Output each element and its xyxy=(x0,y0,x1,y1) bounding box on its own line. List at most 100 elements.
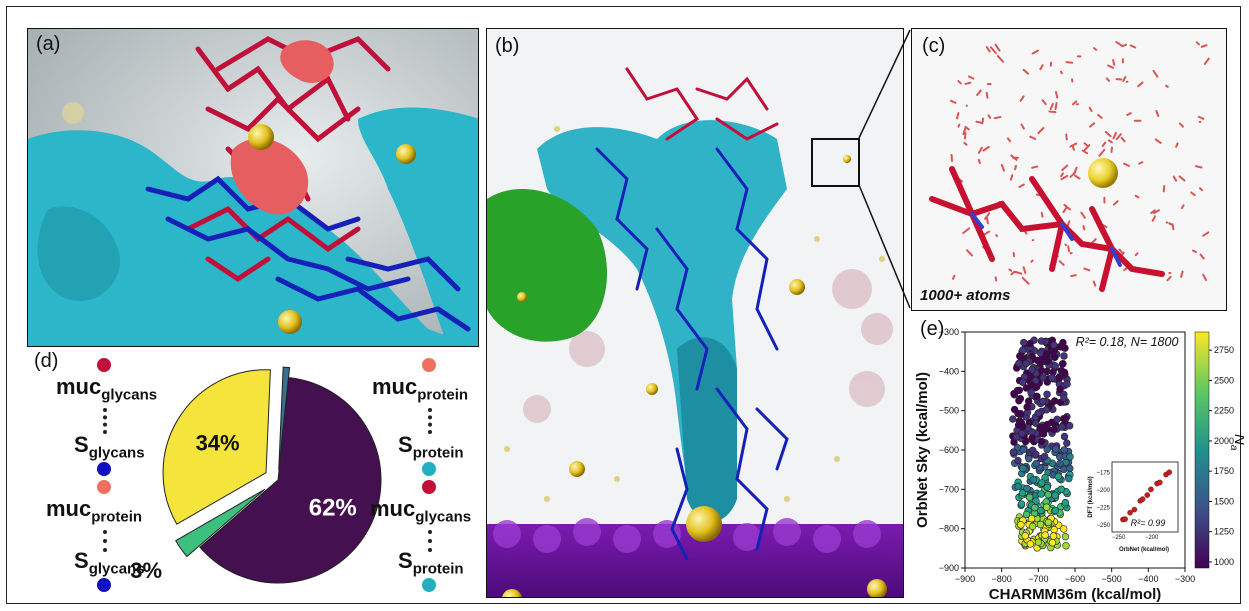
inset-point xyxy=(1127,509,1133,516)
inset-xlabel: OrbNet (kcal/mol) xyxy=(1119,547,1169,553)
pair-bottom-label: Sglycans xyxy=(74,432,145,462)
scatter-point xyxy=(1043,420,1052,429)
y-tick-label: −500 xyxy=(939,406,959,416)
scatter-point xyxy=(1009,415,1017,423)
dot-bottom xyxy=(422,578,436,592)
scatter-point xyxy=(1037,490,1045,498)
scatter-point xyxy=(1065,474,1073,483)
panel-c-atomistic-render: (c) 1000+ atoms xyxy=(911,28,1227,311)
dotted-link xyxy=(103,530,107,552)
x-tick-label: −900 xyxy=(955,574,975,584)
scatter-point xyxy=(1044,357,1052,366)
inset-y-tick-label: −250 xyxy=(1096,523,1110,529)
pair-bottom-label: Sprotein xyxy=(398,548,464,578)
colorbar-tick-label: 1750 xyxy=(1214,466,1234,476)
scatter-point xyxy=(1048,374,1056,382)
pie-slice xyxy=(175,488,266,558)
scatter-point xyxy=(1028,434,1036,442)
scatter-point xyxy=(1019,445,1028,454)
scatter-point xyxy=(1042,503,1051,511)
scatter-point xyxy=(1009,448,1018,456)
scatter-point xyxy=(1041,473,1049,482)
scatter-point xyxy=(1019,422,1027,431)
dot-bottom xyxy=(97,462,111,476)
scatter-point xyxy=(1027,514,1036,523)
scatter-point xyxy=(1056,459,1064,468)
dotted-link xyxy=(428,408,432,434)
scatter-point xyxy=(1056,385,1064,393)
scatter-point xyxy=(1014,482,1022,491)
inset-y-tick-label: −225 xyxy=(1096,506,1110,512)
scatter-point xyxy=(1061,414,1070,423)
pie-slice-label: 1% xyxy=(280,352,312,357)
pair-bottom-label: Sprotein xyxy=(398,432,464,462)
scatter-xlabel: CHARMM36m (kcal/mol) xyxy=(989,586,1162,603)
scatter-point xyxy=(1026,339,1034,348)
scatter-point xyxy=(1043,378,1052,386)
scatter-point xyxy=(1052,445,1060,453)
dot-bottom xyxy=(422,462,436,476)
scatter-point xyxy=(1036,520,1045,529)
scatter-point xyxy=(1060,446,1068,454)
inset-point xyxy=(1139,496,1146,502)
scatter-point xyxy=(1016,352,1024,360)
scatter-point xyxy=(1066,453,1074,461)
scatter-point xyxy=(1063,439,1071,447)
scatter-point xyxy=(1014,456,1022,465)
scatter-point xyxy=(1019,378,1027,386)
scatter-point xyxy=(1061,532,1070,541)
scatter-plot-area xyxy=(964,331,1186,569)
scatter-point xyxy=(1034,538,1043,546)
dot-top xyxy=(97,358,111,372)
colorbar-tick-label: 2250 xyxy=(1214,406,1234,416)
scatter-point xyxy=(1044,518,1053,527)
inset-y-tick-label: −175 xyxy=(1096,471,1110,477)
pair-bottom-label: Sglycans xyxy=(74,548,145,578)
scatter-annotation: R²= 0.18, N= 1800 xyxy=(1076,335,1179,349)
scatter-point xyxy=(1050,397,1059,405)
pie-slice-label: 3% xyxy=(130,558,162,583)
inset-point xyxy=(1122,516,1128,522)
inset-point xyxy=(1166,469,1173,476)
scatter-point xyxy=(1022,510,1031,519)
pair-mucprotein-sglycans: mucprotein Sglycans xyxy=(46,480,176,592)
dot-top xyxy=(97,480,111,494)
scatter-point xyxy=(1031,503,1039,512)
scatter-point xyxy=(1038,437,1046,446)
panel-a-molecular-render: (a) xyxy=(27,28,479,347)
y-tick-label: −600 xyxy=(939,445,959,455)
colorbar-tick-label: 1250 xyxy=(1214,527,1234,537)
scatter-point xyxy=(1017,500,1026,508)
panel-b-illustration xyxy=(487,29,903,597)
dot-bottom xyxy=(97,578,111,592)
panel-a-illustration xyxy=(28,29,478,346)
y-tick-label: −400 xyxy=(939,366,959,376)
scatter-point xyxy=(1010,405,1019,414)
panel-a-label: (a) xyxy=(36,33,61,55)
inset-point xyxy=(1131,506,1138,513)
inset-x-tick-label: −250 xyxy=(1112,535,1126,541)
scatter-point xyxy=(1060,525,1068,533)
inset-plot: −250 −200 −175 −200 −225 −250 R²= 0.99 OrbNet… xyxy=(1088,461,1179,553)
colorbar-tick-label: 2750 xyxy=(1214,345,1234,355)
pie-slice-label: 62% xyxy=(309,495,357,522)
pair-top-label: mucglycans xyxy=(56,374,158,404)
scatter-point xyxy=(1058,423,1066,431)
scatter-point xyxy=(1028,522,1037,531)
scatter-point xyxy=(1066,464,1074,473)
scatter-point xyxy=(1043,483,1051,492)
pair-mucglycans-sprotein: mucglycans Sprotein xyxy=(370,480,480,592)
scatter-point xyxy=(1033,392,1041,401)
colorbar-tick-label: 2500 xyxy=(1214,375,1234,385)
orbnet-vs-charmm-scatter: −900 −800 −700 −600 −500 −400 −300 −300 −400 −500… xyxy=(914,327,1244,603)
scatter-point xyxy=(1050,341,1058,349)
scatter-point xyxy=(1020,338,1028,347)
scatter-point xyxy=(1039,397,1047,406)
x-tick-label: −800 xyxy=(992,574,1012,584)
panel-b-label: (b) xyxy=(495,35,520,57)
colorbar-tick-label: 2000 xyxy=(1214,436,1234,446)
scatter-point xyxy=(1037,506,1045,515)
pie-slice-label: 34% xyxy=(196,430,240,455)
pie-slice xyxy=(199,377,382,584)
scatter-point xyxy=(1028,366,1036,374)
